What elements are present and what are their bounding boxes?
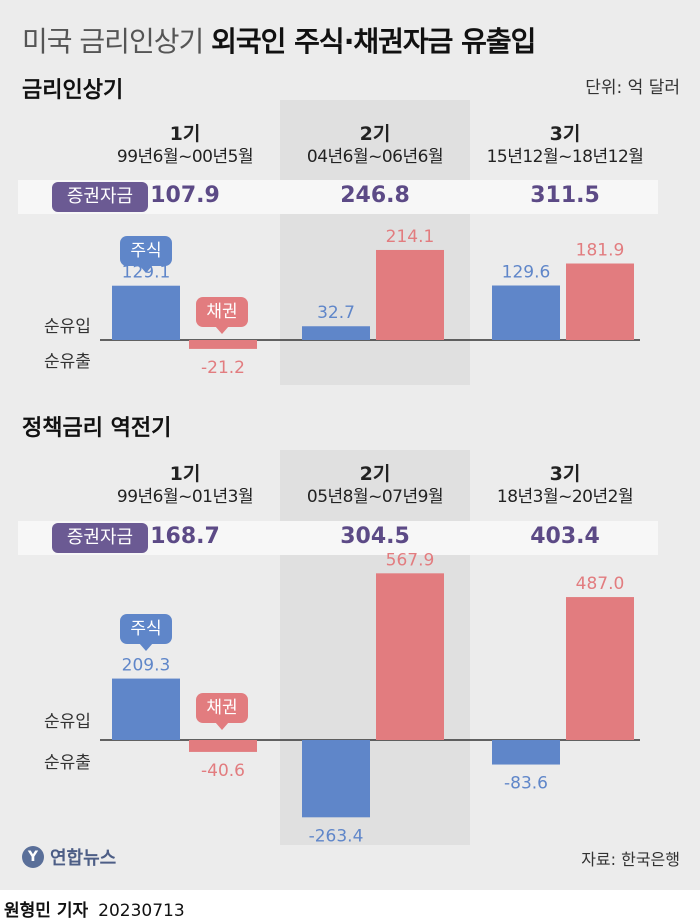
s2-stock-3-bar bbox=[492, 740, 560, 765]
s2-bond-3-label: 487.0 bbox=[576, 574, 625, 594]
s2-stock-2-bar bbox=[302, 740, 370, 818]
s2-fund-badge: 증권자금 bbox=[52, 523, 148, 553]
s1-period-1-range: 99년6월~00년5월 bbox=[116, 147, 254, 167]
section-2-title: 정책금리 역전기 bbox=[22, 416, 172, 441]
s2-period-1-name: 1기 bbox=[169, 463, 201, 485]
s2-outflow-label: 순유출 bbox=[44, 753, 91, 773]
s1-stock-1-bar bbox=[112, 285, 180, 340]
s1-period-1: 1기 99년6월~00년5월 bbox=[90, 122, 280, 168]
title-bold: 외국인 주식·채권자금 유출입 bbox=[211, 25, 536, 58]
s2-bond-2-label: 567.9 bbox=[386, 550, 435, 570]
s2-bond-3-bar bbox=[566, 597, 634, 740]
s1-bond-3-bar bbox=[566, 263, 634, 340]
s1-fund-2: 246.8 bbox=[340, 183, 410, 208]
s1-inflow-label: 순유입 bbox=[44, 317, 91, 337]
s2-period-1-range: 99년6월~01년3월 bbox=[116, 487, 254, 507]
reporter-name: 원형민 기자 bbox=[4, 901, 89, 921]
s1-period-3-name: 3기 bbox=[549, 123, 581, 145]
logo: Y 연합뉴스 bbox=[22, 844, 116, 870]
s1-period-2: 2기 04년6월~06년6월 bbox=[280, 122, 470, 168]
s2-period-3-range: 18년3월~20년2월 bbox=[496, 487, 634, 507]
s1-period-3-range: 15년12월~18년12월 bbox=[486, 147, 644, 167]
s2-period-3-name: 3기 bbox=[549, 463, 581, 485]
s1-bond-2-bar bbox=[376, 249, 444, 340]
s2-fund-2: 304.5 bbox=[340, 524, 410, 549]
s2-fund-1: 168.7 bbox=[150, 524, 220, 549]
s2-stock-2-label: -263.4 bbox=[309, 826, 364, 846]
s1-period-2-range: 04년6월~06년6월 bbox=[306, 147, 444, 167]
s2-period-3: 3기 18년3월~20년2월 bbox=[470, 462, 660, 508]
s1-bond-2-label: 214.1 bbox=[386, 227, 435, 247]
section-1-title: 금리인상기 bbox=[22, 78, 124, 103]
s2-stock-1-bar bbox=[112, 678, 180, 740]
s1-bond-3-label: 181.9 bbox=[576, 241, 625, 261]
s2-fund-3: 403.4 bbox=[530, 524, 600, 549]
s2-period-2-name: 2기 bbox=[359, 463, 391, 485]
s1-stock-3-bar bbox=[492, 285, 560, 340]
s1-fund-3: 311.5 bbox=[530, 183, 600, 208]
s1-stock-bubble: 주식 bbox=[120, 236, 172, 273]
s1-period-1-name: 1기 bbox=[169, 123, 201, 145]
s1-period-2-name: 2기 bbox=[359, 123, 391, 145]
s1-fund-badge: 증권자금 bbox=[52, 182, 148, 212]
s1-bond-1-bar bbox=[189, 340, 257, 349]
s2-period-2-range: 05년8월~07년9월 bbox=[306, 487, 444, 507]
s1-fund-1: 107.9 bbox=[150, 183, 220, 208]
logo-text: 연합뉴스 bbox=[50, 848, 117, 869]
s1-stock-1-label: 129.1 bbox=[122, 263, 171, 283]
publish-date: 20230713 bbox=[98, 901, 185, 921]
s1-stock-2-bar bbox=[302, 326, 370, 340]
s2-bond-1-bar bbox=[189, 740, 257, 752]
title-light: 미국 금리인상기 bbox=[22, 25, 204, 58]
logo-mark: Y bbox=[22, 846, 44, 868]
s1-period-3: 3기 15년12월~18년12월 bbox=[470, 122, 660, 168]
s1-bond-1-label: -21.2 bbox=[201, 358, 245, 378]
s1-bond-bubble: 채권 bbox=[196, 297, 248, 334]
unit-label: 단위: 억 달러 bbox=[585, 78, 680, 98]
s2-stock-bubble: 주식 bbox=[120, 614, 172, 651]
s2-inflow-label: 순유입 bbox=[44, 712, 91, 732]
s1-stock-3-label: 129.6 bbox=[502, 263, 551, 283]
source-note: 자료: 한국은행 bbox=[581, 850, 680, 869]
s2-period-1: 1기 99년6월~01년3월 bbox=[90, 462, 280, 508]
s2-bond-bubble: 채권 bbox=[196, 693, 248, 730]
s2-bond-1-label: -40.6 bbox=[201, 761, 245, 781]
s1-outflow-label: 순유출 bbox=[44, 352, 91, 372]
s1-stock-2-label: 32.7 bbox=[317, 303, 355, 323]
s2-period-2: 2기 05년8월~07년9월 bbox=[280, 462, 470, 508]
s2-stock-3-label: -83.6 bbox=[504, 774, 548, 794]
page-title: 미국 금리인상기 외국인 주식·채권자금 유출입 bbox=[22, 20, 536, 60]
s2-bond-2-bar bbox=[376, 573, 444, 740]
s2-stock-1-label: 209.3 bbox=[122, 656, 171, 676]
byline: 원형민 기자 20230713 bbox=[4, 896, 185, 921]
